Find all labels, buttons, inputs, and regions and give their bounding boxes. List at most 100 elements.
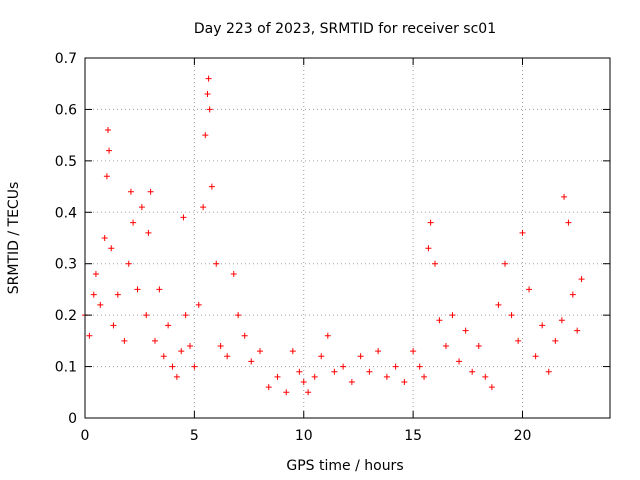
data-point	[515, 337, 522, 344]
y-tick-label: 0.6	[55, 102, 77, 118]
data-point	[202, 132, 209, 139]
y-tick-label: 0.4	[55, 205, 77, 221]
y-tick-label: 0.2	[55, 308, 77, 324]
data-point	[114, 291, 121, 298]
data-point	[469, 368, 476, 375]
x-tick-label: 10	[295, 428, 313, 444]
data-point	[569, 291, 576, 298]
y-tick-label: 0.1	[55, 360, 77, 376]
data-point	[526, 286, 533, 293]
data-point	[92, 271, 99, 277]
data-point	[138, 204, 145, 211]
data-point	[180, 214, 187, 221]
data-point	[187, 343, 193, 349]
data-point	[456, 358, 463, 365]
data-point	[425, 245, 432, 252]
data-point	[110, 322, 117, 329]
data-point	[274, 373, 281, 380]
data-point	[90, 291, 97, 298]
data-point	[324, 332, 331, 339]
data-point	[205, 75, 212, 82]
data-point	[127, 188, 134, 195]
data-point	[532, 353, 539, 360]
data-point	[502, 260, 508, 267]
data-point	[421, 373, 428, 380]
x-tick-label: 5	[190, 428, 199, 444]
data-points	[82, 75, 585, 396]
data-point	[204, 91, 211, 97]
data-point	[143, 312, 150, 319]
data-point	[97, 301, 104, 308]
data-point	[561, 193, 568, 200]
data-point	[519, 229, 526, 236]
data-point	[410, 348, 417, 355]
data-point	[206, 106, 213, 113]
data-point	[121, 337, 128, 344]
data-point	[173, 373, 180, 380]
data-point	[318, 353, 325, 360]
data-point	[248, 358, 255, 365]
data-point	[305, 389, 312, 396]
data-point	[383, 373, 390, 380]
data-point	[289, 348, 296, 355]
data-point	[230, 271, 237, 277]
data-point	[574, 327, 581, 334]
y-axis-label: SRMTID / TECUs	[6, 182, 22, 295]
data-point	[427, 219, 434, 226]
data-point	[442, 343, 449, 349]
data-point	[416, 363, 423, 370]
y-tick-label: 0.3	[55, 257, 77, 273]
data-point	[265, 384, 272, 391]
data-point	[488, 384, 495, 391]
chart-title: Day 223 of 2023, SRMTID for receiver sc0…	[194, 21, 496, 37]
data-point	[375, 348, 382, 355]
data-point	[392, 363, 399, 370]
data-point	[156, 286, 163, 293]
data-point	[178, 348, 185, 355]
data-point	[195, 301, 202, 308]
data-point	[104, 127, 111, 133]
data-point	[331, 368, 338, 375]
data-point	[147, 188, 154, 195]
y-tick-label: 0	[68, 411, 77, 427]
axis-ticks: 0 0.1 0.2 0.3 0.4 0.5 0.6 0.7 0 5 10 15 20	[55, 51, 610, 444]
data-point	[366, 368, 373, 375]
data-point	[224, 353, 231, 360]
plot-frame	[84, 57, 611, 419]
data-point	[495, 301, 502, 308]
data-point	[508, 312, 515, 319]
data-point	[213, 260, 220, 267]
data-point	[348, 379, 355, 385]
grid-lines	[85, 58, 610, 418]
data-point	[103, 173, 110, 180]
data-point	[539, 322, 546, 329]
data-point	[296, 368, 303, 375]
data-point	[125, 260, 132, 267]
data-point	[101, 235, 108, 241]
data-point	[462, 327, 469, 334]
data-point	[283, 389, 290, 396]
data-point	[401, 379, 408, 385]
data-point	[482, 373, 489, 380]
data-point	[217, 343, 224, 349]
data-point	[108, 245, 115, 252]
data-point	[134, 286, 141, 293]
data-point	[160, 353, 167, 360]
data-point	[565, 219, 572, 226]
data-point	[257, 348, 263, 355]
x-tick-label: 0	[81, 428, 90, 444]
data-point	[241, 332, 248, 339]
data-point	[235, 312, 242, 319]
data-point	[357, 353, 364, 360]
data-point	[300, 379, 307, 385]
data-point	[340, 363, 347, 370]
data-point	[152, 337, 158, 344]
y-tick-label: 0.5	[55, 154, 77, 170]
data-point	[106, 147, 113, 154]
data-point	[191, 363, 198, 370]
data-point	[558, 317, 565, 324]
x-tick-label: 20	[514, 428, 532, 444]
data-point	[130, 219, 137, 226]
y-tick-label: 0.7	[55, 51, 77, 67]
